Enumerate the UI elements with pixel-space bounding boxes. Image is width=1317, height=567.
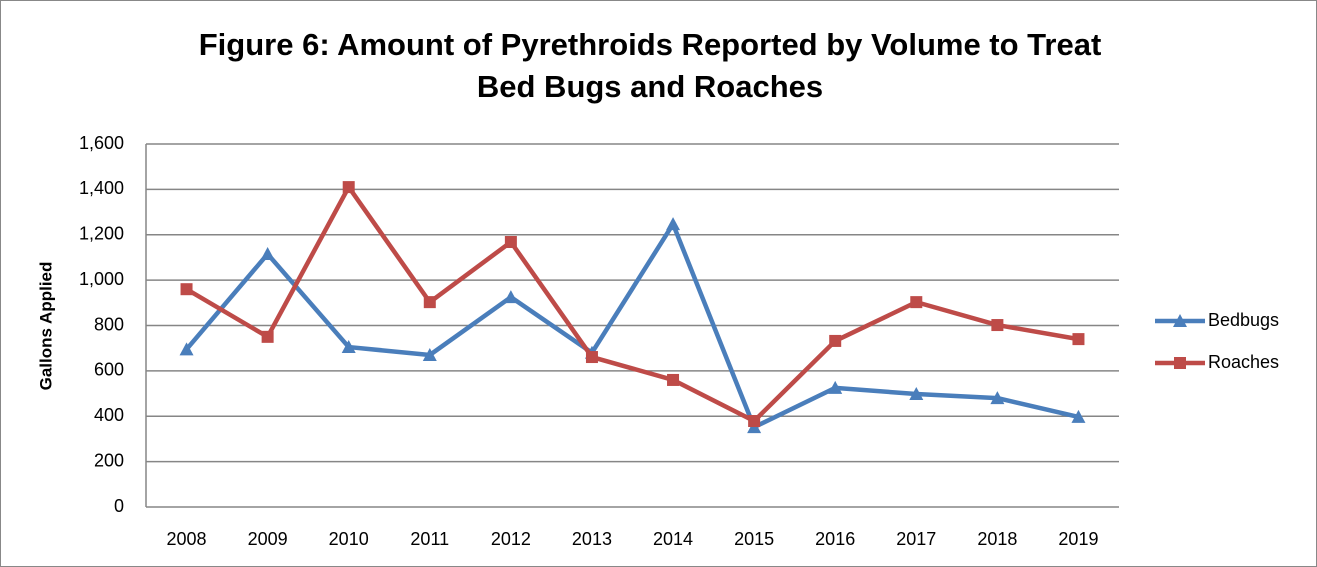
y-tick-label: 1,600 <box>79 133 124 153</box>
x-tick-label: 2019 <box>1058 529 1098 549</box>
y-tick-label: 1,000 <box>79 269 124 289</box>
data-point <box>179 342 194 356</box>
chart-title: Figure 6: Amount of Pyrethroids Reported… <box>199 27 1102 62</box>
x-tick-label: 2013 <box>572 529 612 549</box>
legend-label: Bedbugs <box>1208 310 1279 330</box>
data-point <box>422 347 437 361</box>
x-tick-label: 2016 <box>815 529 855 549</box>
legend-marker <box>1173 314 1187 327</box>
legend-marker <box>1174 357 1186 369</box>
data-point <box>503 290 518 304</box>
x-tick-label: 2014 <box>653 529 693 549</box>
legend-label: Roaches <box>1208 352 1279 372</box>
x-tick-label: 2015 <box>734 529 774 549</box>
data-point <box>1071 409 1086 423</box>
x-tick-label: 2011 <box>410 529 449 549</box>
data-point <box>423 296 436 309</box>
x-tick-label: 2010 <box>329 529 369 549</box>
x-tick-label: 2012 <box>491 529 531 549</box>
data-point <box>909 387 924 401</box>
y-tick-label: 200 <box>94 450 124 470</box>
data-point <box>990 391 1005 405</box>
y-tick-label: 800 <box>94 314 124 334</box>
data-point <box>341 340 356 354</box>
data-point <box>667 373 680 386</box>
x-tick-label: 2009 <box>248 529 288 549</box>
data-point <box>829 334 842 347</box>
data-point <box>828 380 843 394</box>
data-point <box>666 217 681 231</box>
series-line <box>185 184 1079 424</box>
y-tick-label: 600 <box>94 360 124 380</box>
x-tick-label: 2018 <box>977 529 1017 549</box>
y-axis-label: Gallons Applied <box>36 262 55 391</box>
data-point <box>260 247 275 261</box>
x-tick-label: 2017 <box>896 529 936 549</box>
data-point <box>585 351 598 364</box>
data-point <box>504 236 517 249</box>
y-tick-label: 1,400 <box>79 178 124 198</box>
chart-title: Bed Bugs and Roaches <box>477 69 823 104</box>
data-point <box>1072 333 1085 346</box>
data-point <box>748 415 761 428</box>
x-tick-label: 2008 <box>167 529 207 549</box>
data-point <box>910 296 923 309</box>
data-point <box>180 283 193 296</box>
y-tick-label: 0 <box>114 496 124 516</box>
data-point <box>991 319 1004 332</box>
y-tick-label: 400 <box>94 405 124 425</box>
data-point <box>342 181 355 194</box>
y-tick-label: 1,200 <box>79 224 124 244</box>
data-point <box>261 330 274 343</box>
series-line <box>184 221 1079 430</box>
